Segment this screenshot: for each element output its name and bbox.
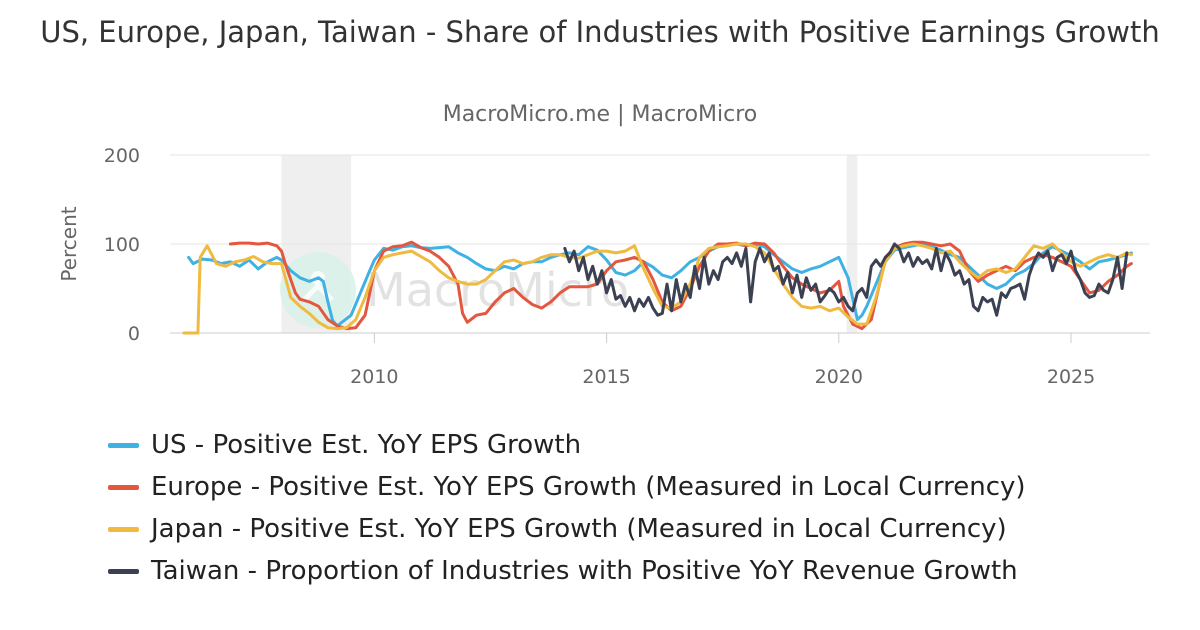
series-line-3[interactable] xyxy=(563,242,1129,317)
legend-swatch xyxy=(108,484,139,490)
x-tick-label: 2020 xyxy=(815,366,863,388)
legend-item-3[interactable]: Taiwan - Proportion of Industries with P… xyxy=(108,550,1026,592)
legend-item-1[interactable]: Europe - Positive Est. YoY EPS Growth (M… xyxy=(108,466,1026,508)
legend-item-2[interactable]: Japan - Positive Est. YoY EPS Growth (Me… xyxy=(108,508,1026,550)
legend-label: Taiwan - Proportion of Industries with P… xyxy=(151,556,1018,586)
legend-swatch xyxy=(108,442,139,448)
legend-swatch xyxy=(108,526,139,532)
y-tick-label: 200 xyxy=(104,145,140,167)
x-tick-label: 2025 xyxy=(1047,366,1095,388)
y-tick-label: 100 xyxy=(104,234,140,256)
y-axis-label: Percent xyxy=(57,206,81,281)
y-tick-label: 0 xyxy=(128,323,140,345)
legend-item-0[interactable]: US - Positive Est. YoY EPS Growth xyxy=(108,424,1026,466)
series-line-0[interactable] xyxy=(187,242,1133,328)
legend: US - Positive Est. YoY EPS Growth Europe … xyxy=(108,424,1026,592)
legend-label: US - Positive Est. YoY EPS Growth xyxy=(151,430,582,460)
x-tick-label: 2010 xyxy=(350,366,398,388)
chart-title: US, Europe, Japan, Taiwan - Share of Ind… xyxy=(40,15,1160,49)
chart-subtitle: MacroMicro.me | MacroMicro xyxy=(442,102,758,127)
series-line-2[interactable] xyxy=(182,242,1133,335)
legend-label: Japan - Positive Est. YoY EPS Growth (Me… xyxy=(151,514,1007,544)
x-tick-label: 2015 xyxy=(582,366,630,388)
legend-swatch xyxy=(108,568,139,574)
legend-label: Europe - Positive Est. YoY EPS Growth (M… xyxy=(151,472,1026,502)
